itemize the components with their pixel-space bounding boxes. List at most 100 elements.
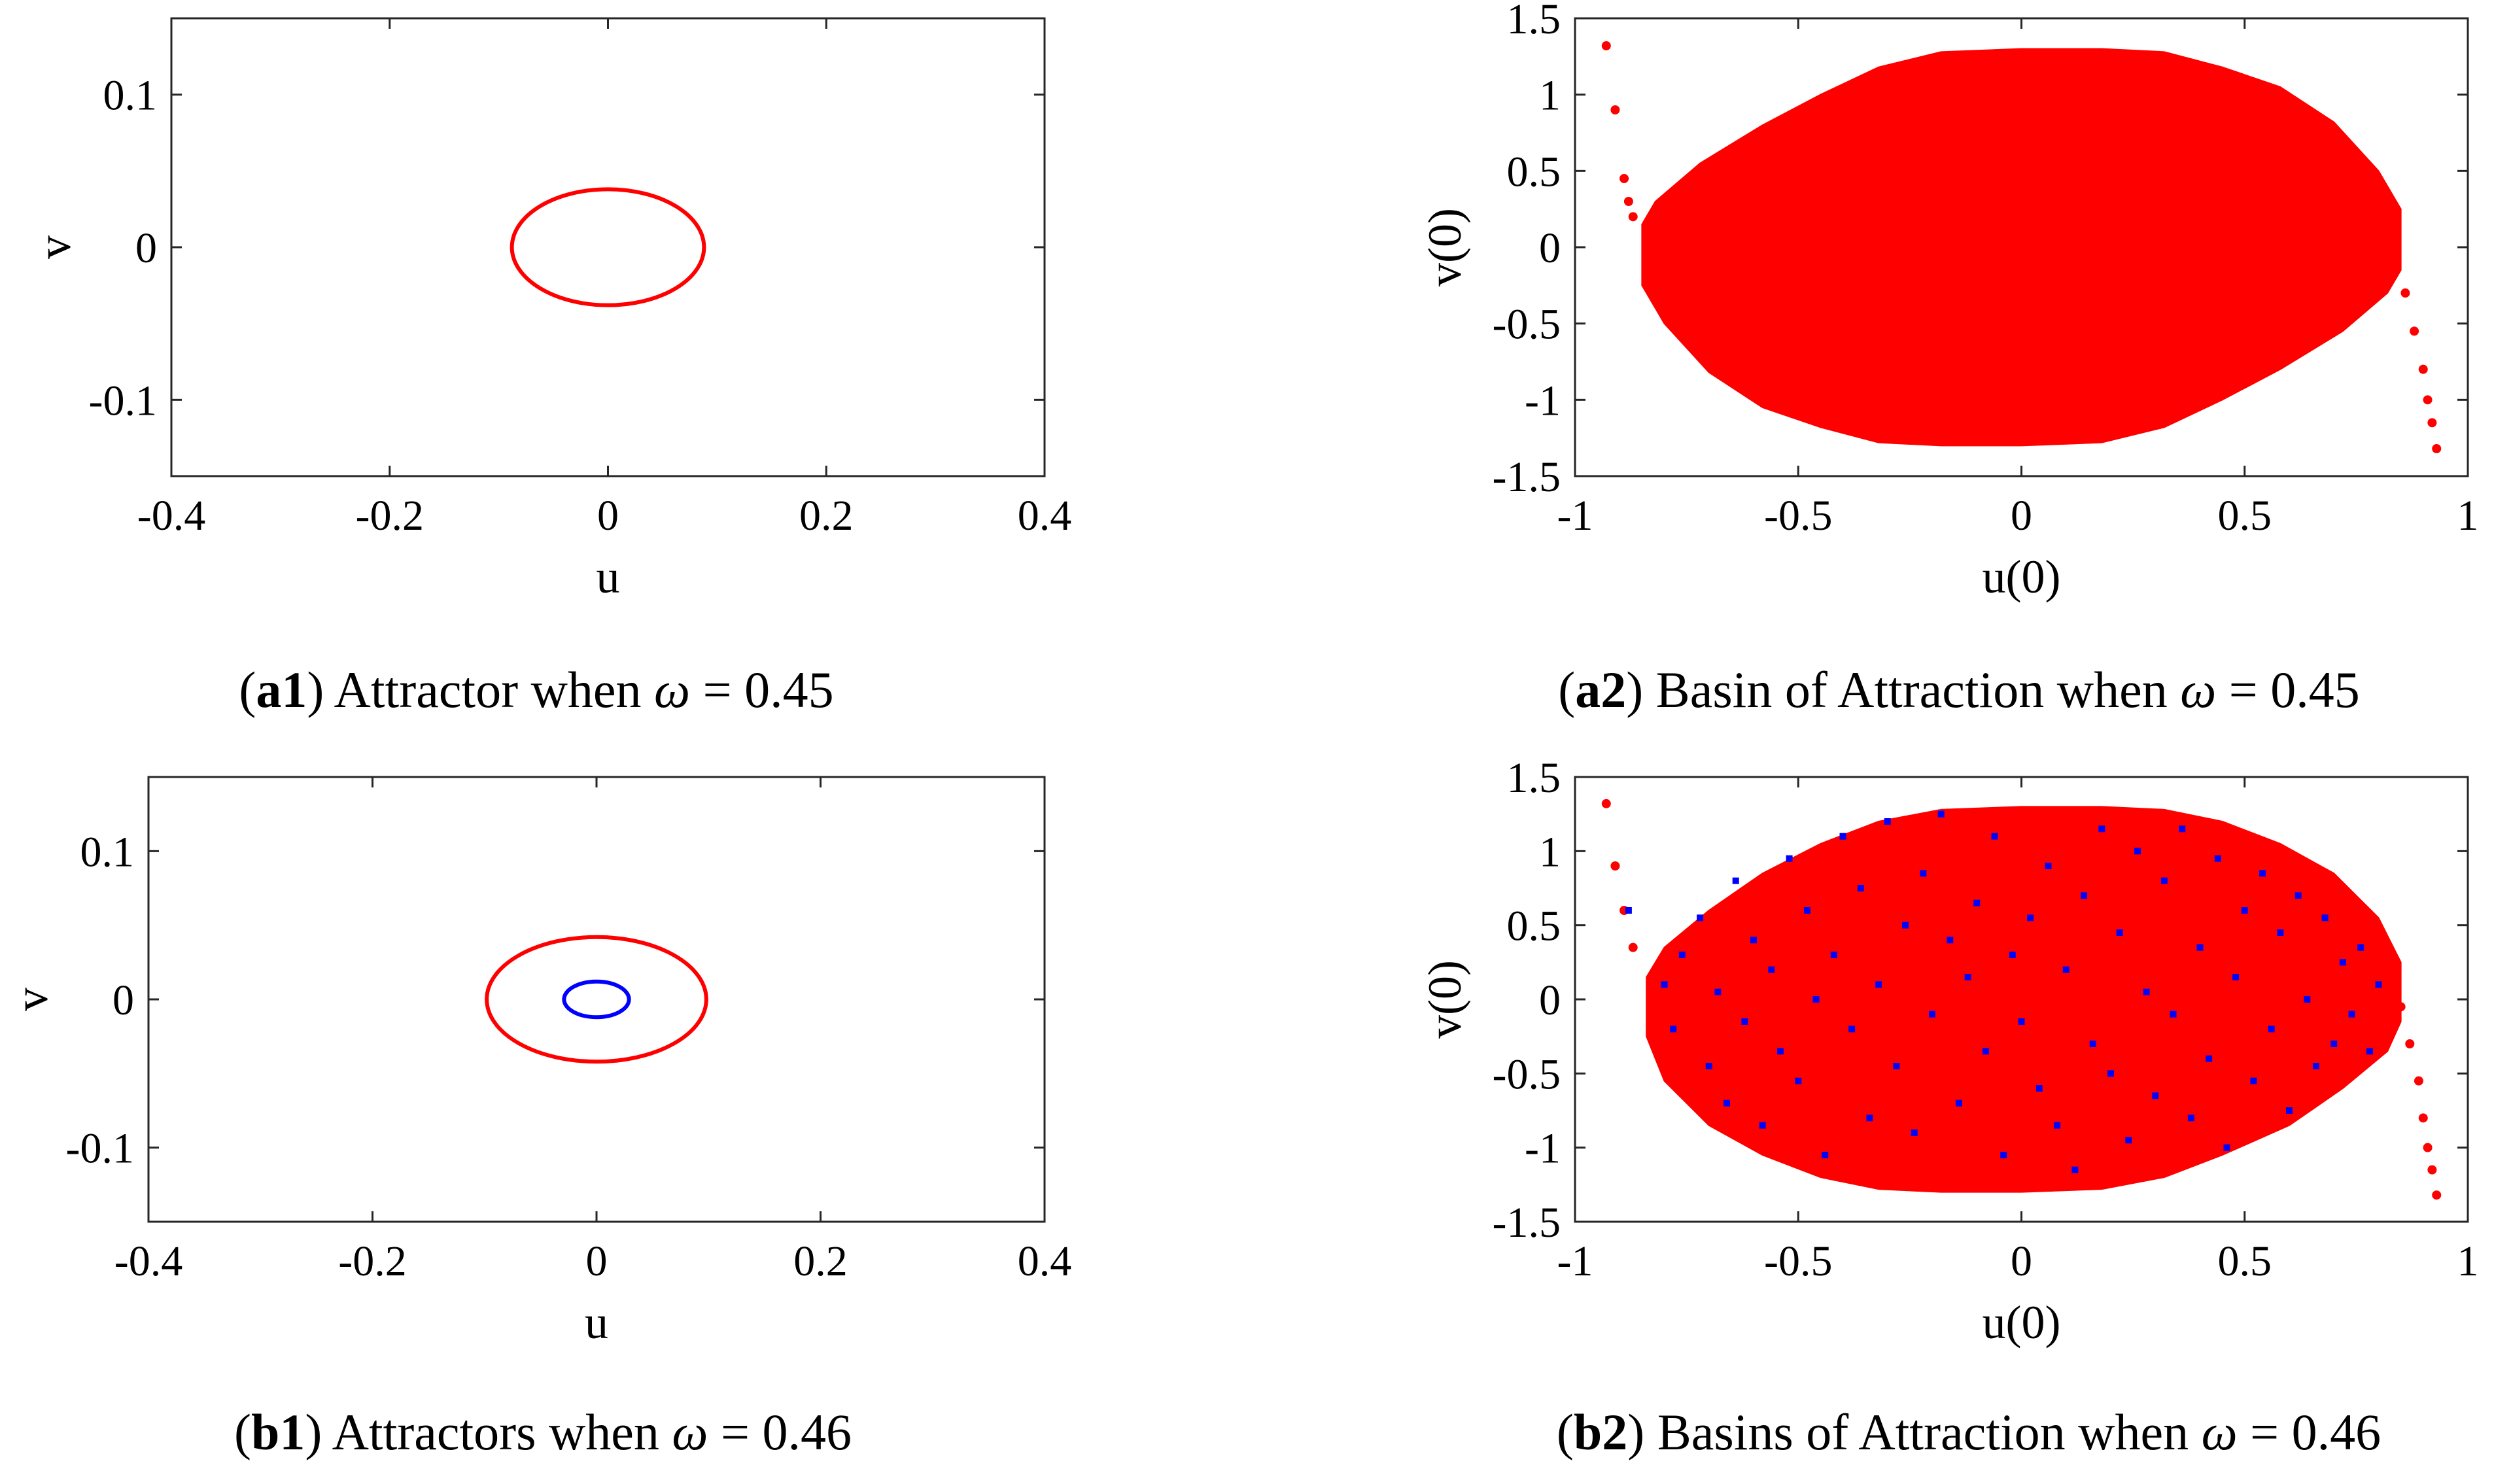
chart-a1-ytick-label-1: 0 [135, 224, 157, 272]
chart-b2-series-1-point-33 [1955, 1099, 1962, 1107]
chart-b2-series-1-point-72 [2304, 996, 2311, 1003]
chart-b1-series-0-orbit [485, 935, 708, 1064]
chart-b2-series-1-point-59 [2187, 1114, 2194, 1122]
chart-b2-series-1-point-0 [1625, 907, 1632, 914]
chart-b2-series-1-point-67 [2259, 870, 2266, 877]
chart-b2-series-1-point-61 [2206, 1055, 2213, 1062]
chart-b2-series-1-point-40 [2018, 1018, 2025, 1025]
chart-a1-ytick-label-0: 0.1 [103, 72, 158, 120]
chart-b2-series-1-point-48 [2089, 1041, 2096, 1047]
chart-b2-series-1-point-38 [2000, 1152, 2007, 1158]
chart-b2-xtick-label-4: 1 [2457, 1237, 2479, 1285]
chart-b2-series-1-point-37 [1991, 833, 1998, 840]
chart-b2-series-1-point-25 [1884, 818, 1891, 825]
chart-b2-xtick-label-1: -0.5 [1764, 1237, 1832, 1285]
chart-b2-series-1-point-31 [1937, 810, 1945, 818]
chart-b2-ytick-label-4: -0.5 [1493, 1050, 1561, 1098]
caption-a2-label: a2 [1575, 661, 1627, 718]
chart-b2-series-1-point-62 [2214, 855, 2221, 862]
chart-a1-xlabel: u [597, 551, 620, 603]
caption-b2: (b2) Basins of Attraction when ω = 0.46 [1556, 1404, 2381, 1460]
chart-b2-ytick-label-6: -1.5 [1493, 1199, 1561, 1247]
chart-a2-series-0-tail-point-7 [2410, 326, 2419, 336]
chart-b2-series-1-point-54 [2143, 988, 2150, 995]
chart-b2-series-0-tail-point-0 [1601, 799, 1611, 808]
chart-b2-plot-area [1601, 799, 2442, 1200]
caption-b1-text: Attractors when [332, 1404, 659, 1460]
chart-b2-series-0-tail-point-4 [2396, 1002, 2406, 1012]
chart-b2-series-1-point-36 [1982, 1048, 1989, 1055]
chart-b2-xtick-label-0: -1 [1557, 1237, 1593, 1285]
chart-b2-series-1-point-79 [2366, 1048, 2373, 1055]
chart-a2-ytick-label-2: 0.5 [1507, 148, 1561, 196]
caption-a1-value: = 0.45 [702, 661, 834, 718]
chart-a2-series-0-tail-point-4 [1628, 212, 1638, 222]
chart-a2-series-0-basin-region [1641, 48, 2402, 447]
chart-b1: -0.4 -0.2 0 0.2 0.4 0.1 0 -0.1 u v [5, 776, 1072, 1349]
chart-a1: -0.4 -0.2 0 0.2 0.4 0.1 0 -0.1 u v [28, 17, 1071, 603]
chart-b2-series-1-point-60 [2196, 944, 2204, 951]
chart-b2-ylabel: v(0) [1419, 960, 1471, 1039]
chart-b2-series-0-tail-point-1 [1610, 861, 1620, 871]
chart-a2-xtick-label-3: 0.5 [2218, 492, 2272, 540]
chart-a2-series-0-tail-point-0 [1601, 41, 1611, 50]
chart-b2-series-1-point-21 [1848, 1026, 1856, 1033]
caption-a2-omega: ω [2180, 661, 2217, 718]
chart-b2-series-1-point-70 [2286, 1107, 2293, 1114]
caption-a2-value: = 0.45 [2228, 661, 2360, 718]
chart-b2-ytick-label-0: 1.5 [1507, 754, 1561, 802]
caption-b2-omega: ω [2201, 1404, 2238, 1460]
chart-b2-series-1-point-63 [2223, 1144, 2230, 1151]
chart-b2-series-1-point-80 [2375, 981, 2382, 988]
chart-b2-xtick-label-3: 0.5 [2218, 1237, 2272, 1285]
chart-b2-series-1-point-8 [1732, 877, 1739, 884]
chart-a1-xtick-label-1: -0.2 [356, 492, 424, 540]
chart-b2-series-1-point-28 [1911, 1130, 1918, 1136]
caption-a1-omega: ω [654, 661, 691, 718]
chart-a1-ylabel: v [28, 235, 80, 259]
chart-b2-series-1-point-75 [2330, 1041, 2338, 1047]
chart-a2-xtick-label-1: -0.5 [1764, 492, 1832, 540]
chart-a2: -1 -0.5 0 0.5 11.510.50-0.5-1-1.5u(0)v(0) [1419, 0, 2479, 603]
chart-b1-ytick-label-1: 0 [113, 976, 134, 1024]
chart-b2-xlabel: u(0) [1983, 1296, 2061, 1349]
chart-b2-series-0-tail-point-10 [2432, 1190, 2442, 1200]
chart-b1-xlabel: u [585, 1296, 608, 1349]
caption-b1-omega: ω [672, 1404, 708, 1460]
chart-b1-xtick-label-4: 0.4 [1018, 1237, 1072, 1285]
chart-b1-xtick-label-2: 0 [586, 1237, 608, 1285]
chart-b2-series-1-point-18 [1822, 1152, 1829, 1158]
chart-b2-series-1-point-64 [2232, 974, 2240, 980]
chart-b2-series-1-point-74 [2321, 914, 2329, 922]
caption-a2-text: Basin of Attraction when [1655, 661, 2168, 718]
chart-b2-series-1-point-7 [1723, 1099, 1731, 1107]
chart-b1-ylabel: v [5, 988, 58, 1011]
chart-b2-series-1-point-23 [1866, 1114, 1873, 1122]
chart-b2-series-1-point-69 [2277, 929, 2284, 936]
chart-b2-xtick-label-2: 0 [2011, 1237, 2032, 1285]
chart-b2-series-1-point-24 [1875, 981, 1882, 988]
chart-a2-xtick-label-0: -1 [1557, 492, 1593, 540]
chart-a1-xtick-label-0: -0.4 [137, 492, 205, 540]
chart-b2-series-1-point-78 [2357, 944, 2364, 951]
chart-b2-series-1-point-27 [1902, 922, 1909, 929]
chart-b2-series-0-tail-point-3 [1628, 942, 1638, 952]
chart-b2-series-1-point-44 [2054, 1122, 2061, 1129]
chart-a2-ytick-label-6: -1.5 [1493, 453, 1561, 501]
chart-b2-series-1-point-66 [2250, 1077, 2257, 1084]
chart-b2-ytick-label-5: -1 [1525, 1125, 1561, 1173]
chart-b2-series-0-tail-point-9 [2427, 1165, 2437, 1175]
chart-b2-series-1-point-47 [2081, 892, 2088, 899]
caption-b1-label: b1 [251, 1404, 305, 1460]
chart-b2-series-0-basin-region [1646, 806, 2402, 1193]
caption-b2-value: = 0.46 [2250, 1404, 2381, 1460]
chart-b2-series-1-point-77 [2348, 1010, 2355, 1018]
chart-a1-plot-area [510, 187, 706, 307]
chart-a2-xtick-label-4: 1 [2457, 492, 2479, 540]
chart-a2-ylabel: v(0) [1419, 208, 1471, 286]
chart-a2-ytick-label-4: -0.5 [1493, 301, 1561, 349]
chart-b2-series-1-point-5 [1705, 1063, 1712, 1069]
chart-b2-series-1-point-22 [1857, 885, 1864, 891]
caption-b2-text: Basins of Attraction when [1657, 1404, 2189, 1460]
